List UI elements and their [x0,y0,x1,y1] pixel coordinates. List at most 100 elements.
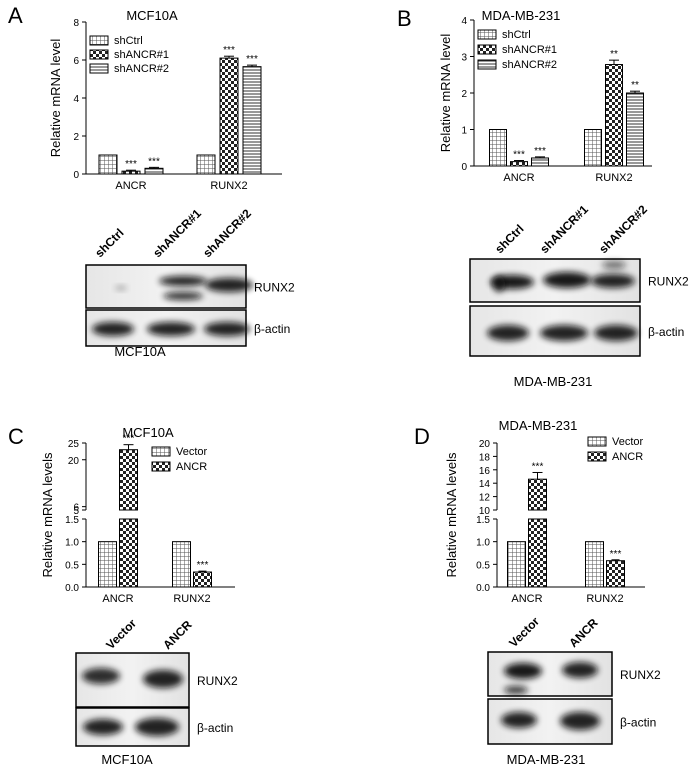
protein-band [540,325,588,341]
y-tick-label: 20 [68,456,80,467]
significance-label: *** [532,461,544,472]
lane-label: Vector [103,616,139,652]
protein-band [82,668,120,684]
legend-swatch [477,59,497,70]
bar [172,541,191,588]
protein-band [501,712,537,728]
legend-label: ANCR [612,451,643,463]
bar [507,541,526,588]
band-label: β-actin [648,325,684,339]
panel-letter: C [8,424,24,449]
protein-band [163,292,203,300]
y-tick-label: 0.0 [65,583,79,594]
legend-label: ANCR [176,461,207,473]
y-axis-label: Relative mRNA level [438,34,453,153]
legend-swatch [477,44,497,55]
blot-caption: MDA-MB-231 [507,752,586,767]
y-tick-label: 6 [73,503,79,514]
y-tick-label: 1.5 [476,515,490,526]
bar [119,518,138,588]
protein-band [147,322,195,336]
chart-title: MDA-MB-231 [499,418,578,433]
protein-band [504,686,528,694]
legend-swatch [477,29,497,40]
legend-swatch [89,49,109,60]
significance-label: *** [246,54,258,65]
western-blot: shCtrl shANCR#1 shANCR#2 RUNX2 β-actin MDA-MB… [469,202,689,389]
western-blot: Vector ANCR RUNX2 β-actin MDA-MB-231 [487,614,661,767]
protein-band [591,274,635,288]
bar [196,154,216,175]
y-tick-label: 10 [479,506,491,517]
protein-band [602,261,626,269]
lane-label: Vector [506,614,542,650]
bar-upper-segment [119,449,138,511]
protein-band [143,670,183,688]
protein-band [493,276,505,292]
panel-letter: B [397,6,412,31]
legend-swatch [89,35,109,46]
y-tick-label: 12 [479,493,491,504]
legend-label: shANCR#1 [502,44,557,56]
band-label: β-actin [254,322,290,336]
bar [606,560,625,588]
band-label: RUNX2 [620,668,661,682]
y-tick-label: 0.0 [476,583,490,594]
lane-label: shANCR#2 [200,206,254,260]
bar [585,541,604,588]
significance-label: *** [197,560,209,571]
legend-swatch [151,461,171,472]
band-label: RUNX2 [254,281,295,295]
y-tick-label: 5 [73,506,79,517]
y-axis-label: Relative mRNA levels [444,452,459,577]
bar [531,157,549,167]
band-label: RUNX2 [197,674,238,688]
y-tick-label: 8 [73,18,79,29]
y-tick-label: 1 [461,126,467,137]
band-label: RUNX2 [648,275,689,289]
protein-band [487,325,529,341]
legend-label: shCtrl [114,35,143,47]
legend-label: Vector [612,436,644,448]
band-label: β-actin [197,721,233,735]
blot-caption: MCF10A [101,752,153,767]
significance-label: *** [534,146,546,157]
blot-caption: MDA-MB-231 [514,374,593,389]
y-tick-label: 1.0 [65,538,79,549]
bar [510,161,528,167]
x-tick-label: ANCR [511,593,542,605]
bar [219,57,239,175]
significance-label: *** [513,150,525,161]
legend-label: shANCR#2 [502,59,557,71]
bar-chart: 0 2 4 6 8 Relative mRNA level ANCR *** *** RUNX2 *… [48,18,282,192]
chart-title: MCF10A [122,425,174,440]
western-blot: Vector ANCR RUNX2 β-actin MCF10A [75,616,238,767]
panel-letter: A [8,3,23,28]
y-tick-label: 25 [68,439,80,450]
significance-label: *** [610,549,622,560]
legend-swatch [151,446,171,457]
legend-label: shANCR#1 [114,49,169,61]
protein-band [205,278,253,292]
protein-band [560,712,600,730]
blot-caption: MCF10A [114,344,166,359]
bar [605,64,623,167]
y-tick-label: 2 [73,132,79,143]
y-tick-label: 0.5 [65,560,79,571]
lane-label: shANCR#1 [150,206,204,260]
y-tick-label: 0 [73,170,79,181]
protein-band [135,718,179,736]
significance-label: ** [610,49,618,60]
lane-label: ANCR [160,617,195,652]
y-tick-label: 16 [479,466,491,477]
x-tick-label: RUNX2 [586,593,623,605]
y-tick-label: 2 [461,89,467,100]
y-tick-label: 1.0 [476,538,490,549]
x-tick-label: RUNX2 [210,180,247,192]
panel-b: B MDA-MB-231 0 1 2 3 4 Relative mRNA level ANC… [397,6,689,389]
x-tick-label: ANCR [102,593,133,605]
protein-band [83,719,123,735]
lane-label: shANCR#1 [537,202,591,256]
chart-title: MDA-MB-231 [482,8,561,23]
